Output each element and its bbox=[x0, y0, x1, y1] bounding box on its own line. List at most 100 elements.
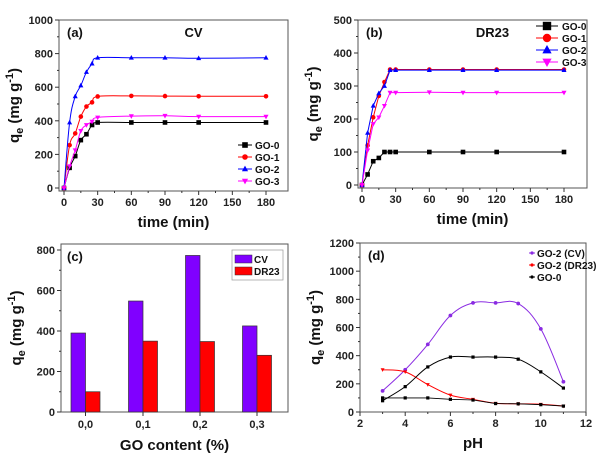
data-point bbox=[380, 388, 385, 393]
data-point bbox=[387, 149, 393, 155]
y-tick-label: 1200 bbox=[330, 238, 354, 250]
data-point bbox=[448, 355, 452, 359]
data-point bbox=[516, 357, 520, 361]
data-point bbox=[460, 149, 466, 155]
y-tick-label: 300 bbox=[334, 81, 352, 93]
data-point bbox=[381, 103, 387, 109]
legend-label: GO-2 bbox=[255, 165, 280, 176]
plot-frame bbox=[60, 243, 289, 413]
data-point bbox=[561, 90, 567, 96]
legend-swatch bbox=[234, 254, 253, 264]
legend-marker bbox=[542, 44, 552, 54]
x-tick-label: 150 bbox=[223, 197, 241, 209]
data-point bbox=[403, 396, 407, 400]
bar-cv bbox=[242, 325, 258, 413]
data-point bbox=[494, 90, 500, 96]
series-go-2-cv- bbox=[380, 300, 566, 393]
data-point bbox=[370, 158, 376, 164]
x-axis-title: time (min) bbox=[138, 214, 210, 231]
data-point bbox=[61, 186, 67, 191]
data-point bbox=[516, 402, 520, 406]
data-point bbox=[128, 55, 134, 60]
series-line bbox=[382, 355, 564, 402]
data-point bbox=[78, 82, 84, 88]
data-point bbox=[72, 131, 78, 136]
data-point bbox=[393, 90, 399, 96]
legend-marker bbox=[530, 263, 534, 267]
bar-dr23 bbox=[256, 354, 272, 413]
x-tick-label: 90 bbox=[159, 197, 171, 209]
panel-label: (d) bbox=[368, 248, 385, 263]
data-point bbox=[263, 114, 269, 120]
data-point bbox=[196, 55, 202, 61]
data-point bbox=[381, 83, 387, 88]
legend-label: GO-2 bbox=[562, 46, 587, 57]
panel-label: (c) bbox=[67, 249, 83, 264]
y-tick-label: 0 bbox=[47, 183, 53, 195]
data-point bbox=[426, 90, 432, 96]
data-point bbox=[72, 93, 78, 99]
data-point bbox=[89, 100, 95, 105]
y-tick-label: 0 bbox=[348, 407, 354, 419]
y-tick-label: 500 bbox=[334, 15, 352, 27]
data-point bbox=[162, 55, 168, 60]
y-tick-label: 600 bbox=[35, 82, 53, 94]
data-point bbox=[263, 55, 269, 60]
y-axis-title: qe (mg g-1) bbox=[305, 290, 327, 365]
x-tick-label: 0 bbox=[359, 194, 365, 206]
legend-label: GO-2 (CV) bbox=[537, 249, 585, 260]
data-point bbox=[460, 90, 466, 96]
legend-label: DR23 bbox=[254, 267, 280, 278]
x-tick-label: 30 bbox=[390, 194, 402, 206]
series-line bbox=[361, 69, 564, 186]
data-point bbox=[425, 383, 430, 387]
panel-c: 0 200 400 600 800 0,0 0,1 0,2 0,3 GO content (%) q… bbox=[6, 243, 289, 454]
panel-title: CV bbox=[184, 25, 202, 40]
y-tick-label: 400 bbox=[37, 326, 55, 338]
bar-dr23 bbox=[85, 391, 101, 413]
data-point bbox=[425, 342, 430, 347]
x-tick-label: 0,0 bbox=[78, 419, 93, 431]
data-point bbox=[376, 155, 382, 161]
data-point bbox=[72, 153, 78, 159]
y-tick-label: 1000 bbox=[29, 15, 53, 27]
series-go-1 bbox=[61, 93, 269, 191]
y-tick-label: 200 bbox=[334, 114, 352, 126]
data-point bbox=[263, 120, 269, 125]
legend-marker bbox=[241, 165, 249, 172]
x-tick-label: 0,2 bbox=[192, 419, 207, 431]
x-tick-label: 4 bbox=[402, 418, 409, 430]
data-point bbox=[196, 120, 201, 125]
data-point bbox=[376, 90, 382, 96]
data-point bbox=[84, 131, 89, 137]
panel-d: 0 200 400 600 800 1000 1200 2 4 6 8 10 12 pH qe (mg g-… bbox=[305, 238, 596, 452]
data-point bbox=[359, 183, 365, 188]
y-tick-label: 400 bbox=[35, 116, 53, 128]
x-tick-label: 180 bbox=[257, 197, 275, 209]
x-tick-label: 6 bbox=[447, 418, 453, 430]
x-tick-label: 180 bbox=[555, 194, 573, 206]
data-point bbox=[493, 300, 498, 305]
series-line bbox=[361, 69, 564, 186]
data-point bbox=[196, 93, 201, 99]
plot-frame bbox=[58, 19, 289, 192]
data-point bbox=[95, 115, 101, 121]
data-point bbox=[448, 397, 452, 401]
data-point bbox=[494, 67, 500, 72]
panel-b: 0 100 200 300 400 500 0 30 60 90 120 150 180 time (mi… bbox=[303, 15, 588, 228]
series-go-0 bbox=[381, 396, 565, 408]
data-point bbox=[516, 301, 521, 306]
y-tick-label: 1000 bbox=[330, 266, 354, 278]
data-point bbox=[426, 365, 430, 369]
legend-marker bbox=[241, 178, 249, 185]
data-point bbox=[162, 93, 168, 99]
data-point bbox=[162, 120, 168, 125]
panel-title: DR23 bbox=[476, 25, 509, 40]
legend-label: GO-2 (DR23) bbox=[537, 261, 596, 272]
x-tick-label: 0 bbox=[61, 197, 67, 209]
panel-label: (a) bbox=[67, 25, 83, 40]
data-point bbox=[78, 137, 84, 143]
legend-label: CV bbox=[254, 255, 268, 266]
data-point bbox=[83, 123, 89, 128]
